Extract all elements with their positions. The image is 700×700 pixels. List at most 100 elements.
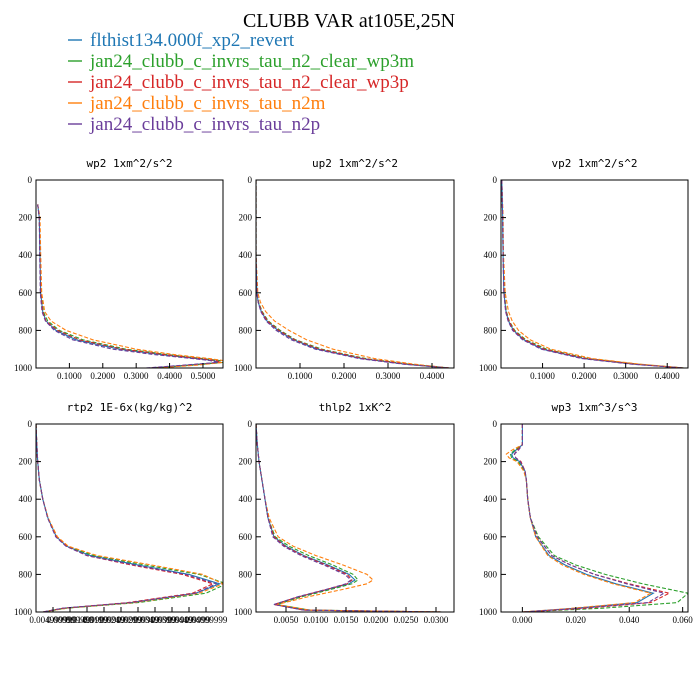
x-tick-label: 0.02999999 <box>117 615 160 625</box>
y-tick-label: 0 <box>248 419 253 429</box>
x-tick-label: 0.0050 <box>274 615 299 625</box>
y-tick-label: 200 <box>239 457 253 467</box>
x-tick-label: 0.0100 <box>304 615 329 625</box>
series-line-4 <box>505 424 653 612</box>
y-tick-label: 1000 <box>479 363 498 373</box>
y-tick-label: 400 <box>19 494 33 504</box>
legend-item: jan24_clubb_c_invrs_tau_n2m <box>68 93 326 114</box>
series-line-1 <box>511 424 655 612</box>
y-tick-label: 0 <box>493 175 498 185</box>
plot-frame <box>35 179 224 369</box>
legend-item: jan24_clubb_c_invrs_tau_n2_clear_wp3p <box>68 72 409 93</box>
series-line-5 <box>37 204 219 368</box>
series-line-2 <box>256 424 443 612</box>
legend-item: flthist134.000f_xp2_revert <box>68 30 295 51</box>
series-line-4 <box>36 424 223 612</box>
y-tick-label: 600 <box>19 288 33 298</box>
panels: wp2 1xm^2/s^2 0 200 400 600 800 1000 0.1000 0.20… <box>14 157 693 625</box>
y-tick-label: 200 <box>239 213 253 223</box>
y-tick-label: 600 <box>19 532 33 542</box>
y-tick-label: 800 <box>19 325 33 335</box>
plot-frame <box>255 179 455 369</box>
y-tick-label: 400 <box>239 250 253 260</box>
panel-3: vp2 1xm^2/s^2 0 200 400 600 800 1000 0.1000 0.20… <box>479 157 689 381</box>
panel-title: wp2 1xm^2/s^2 <box>86 157 172 170</box>
x-tick-label: 0.2000 <box>90 371 115 381</box>
legend-item: jan24_clubb_c_invrs_tau_n2p <box>68 114 320 135</box>
series-line-4 <box>501 180 684 368</box>
y-tick-label: 600 <box>484 532 498 542</box>
x-tick-label: 0.4000 <box>157 371 182 381</box>
panel-1: wp2 1xm^2/s^2 0 200 400 600 800 1000 0.1000 0.20… <box>14 157 224 381</box>
legend-label: flthist134.000f_xp2_revert <box>90 30 295 51</box>
x-tick-label: 0.0200 <box>364 615 389 625</box>
y-tick-label: 800 <box>239 569 253 579</box>
series-line-2 <box>256 180 450 368</box>
y-tick-label: 800 <box>484 569 498 579</box>
series-line-2 <box>37 204 223 368</box>
series-line-5 <box>513 424 666 612</box>
series-line-4 <box>256 180 450 368</box>
y-tick-label: 200 <box>484 457 498 467</box>
series-line-5 <box>256 180 450 368</box>
x-tick-label: 0.3000 <box>376 371 401 381</box>
x-tick-label: 0.04499999 <box>168 615 211 625</box>
series-line-4 <box>37 204 223 368</box>
x-tick-label: 0.0250 <box>394 615 419 625</box>
y-tick-label: 800 <box>484 325 498 335</box>
series-line-3 <box>256 180 450 368</box>
x-tick-label: 0.004999999 <box>29 615 77 625</box>
series-line-1 <box>37 204 220 368</box>
legend-label: jan24_clubb_c_invrs_tau_n2p <box>89 114 320 135</box>
series-line-5 <box>36 424 218 612</box>
series-line-3 <box>36 424 215 612</box>
x-tick-label: 0.009999999 <box>46 615 94 625</box>
y-tick-label: 400 <box>19 250 33 260</box>
y-tick-label: 1000 <box>479 607 498 617</box>
legend-label: jan24_clubb_c_invrs_tau_n2_clear_wp3m <box>89 51 414 72</box>
plot-frame <box>500 423 689 613</box>
x-tick-label: 0.04999999 <box>185 615 228 625</box>
plot-frame <box>35 423 224 613</box>
x-tick-label: 0.3000 <box>613 371 638 381</box>
x-tick-label: 0.060 <box>673 615 694 625</box>
y-tick-label: 800 <box>239 325 253 335</box>
panel-5: thlp2 1xK^2 0 200 400 600 800 1000 0.0050 0.0100… <box>234 401 455 625</box>
x-tick-label: 0.03999999 <box>151 615 194 625</box>
x-tick-label: 0.3000 <box>124 371 149 381</box>
panel-title: rtp2 1E-6x(kg/kg)^2 <box>67 401 193 414</box>
x-tick-label: 0.0150 <box>334 615 359 625</box>
y-tick-label: 400 <box>484 494 498 504</box>
y-tick-label: 200 <box>19 213 33 223</box>
y-tick-label: 0 <box>28 419 33 429</box>
x-tick-label: 0.01499999 <box>66 615 109 625</box>
y-tick-label: 200 <box>19 457 33 467</box>
panel-title: vp2 1xm^2/s^2 <box>551 157 637 170</box>
y-tick-label: 1000 <box>14 363 33 373</box>
legend: flthist134.000f_xp2_revertjan24_clubb_c_… <box>68 30 414 135</box>
x-tick-label: 0.1000 <box>288 371 313 381</box>
legend-label: jan24_clubb_c_invrs_tau_n2_clear_wp3p <box>89 72 409 93</box>
panel-title: wp3 1xm^3/s^3 <box>551 401 637 414</box>
x-tick-label: 0.03499999 <box>134 615 177 625</box>
plot-frame <box>500 179 689 369</box>
y-tick-label: 1000 <box>234 363 253 373</box>
y-tick-label: 200 <box>484 213 498 223</box>
series-line-3 <box>37 204 222 368</box>
series-line-2 <box>36 424 223 612</box>
x-tick-label: 0.000 <box>512 615 533 625</box>
series-line-3 <box>501 180 684 368</box>
x-tick-label: 0.5000 <box>191 371 216 381</box>
y-tick-label: 400 <box>239 494 253 504</box>
panel-6: wp3 1xm^3/s^3 0 200 400 600 800 1000 0.000 0.020… <box>479 401 693 625</box>
y-tick-label: 1000 <box>234 607 253 617</box>
x-tick-label: 0.2000 <box>572 371 597 381</box>
x-tick-label: 0.4000 <box>655 371 680 381</box>
series-line-5 <box>256 424 443 612</box>
plot-frame <box>255 423 455 613</box>
x-tick-label: 0.040 <box>619 615 640 625</box>
y-tick-label: 600 <box>239 288 253 298</box>
y-tick-label: 400 <box>484 250 498 260</box>
series-line-1 <box>36 424 222 612</box>
x-tick-label: 0.4000 <box>420 371 445 381</box>
